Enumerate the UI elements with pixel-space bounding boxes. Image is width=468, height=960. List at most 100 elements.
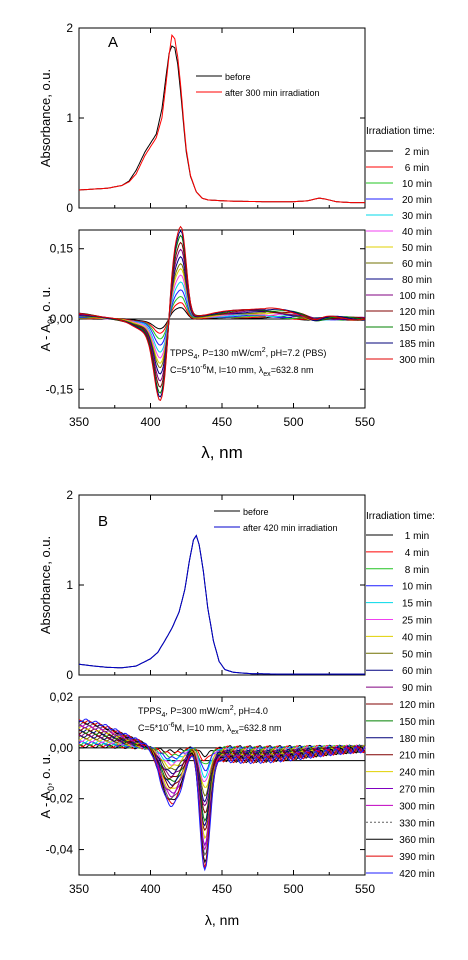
- series-line: [78, 534, 365, 675]
- panel-a-difference-y-ticks: -0,15 0,00 0,15: [46, 242, 365, 396]
- legend-entry: 120 min: [399, 307, 435, 318]
- series-line: [78, 45, 365, 204]
- panel-a-difference-series: [78, 225, 366, 401]
- legend-entry: 6 min: [405, 163, 429, 174]
- series-line: [78, 225, 366, 401]
- series-line: [78, 281, 366, 353]
- series-line: [78, 720, 366, 864]
- legend-entry: 390 min: [399, 852, 435, 863]
- legend-entry: 210 min: [399, 751, 435, 762]
- panel-a-difference-y-label: A - A0, o. u.: [38, 286, 56, 351]
- legend-entry: 10 min: [402, 179, 432, 190]
- x-tick-label: 450: [212, 415, 232, 429]
- panel-b-absorbance-series: [78, 534, 365, 675]
- legend-entry: 10 min: [402, 582, 432, 593]
- legend-entry: 150 min: [399, 717, 435, 728]
- panel-b-difference-x-ticks: 350 400 450 500 550: [69, 697, 375, 896]
- panel-b-difference-y-ticks: -0,04 -0,02 0,00 0,02: [46, 690, 365, 857]
- panel-a-absorbance-series: [78, 34, 365, 204]
- legend-entry: 60 min: [402, 666, 432, 677]
- x-tick-label: 500: [283, 882, 303, 896]
- panel-a-difference-legend: Irradiation time: 2 min 6 min 10 min 20 min 3…: [366, 126, 435, 366]
- legend-entry: 2 min: [405, 147, 429, 158]
- legend-entry: 1 min: [405, 531, 429, 542]
- panel-a-absorbance-legend: before after 300 min irradiation: [196, 72, 320, 98]
- legend-entry: 180 min: [399, 734, 435, 745]
- legend-entry: after 300 min irradiation: [225, 88, 320, 98]
- legend-entry: 50 min: [402, 243, 432, 254]
- y-tick-label: -0,02: [46, 792, 74, 806]
- y-tick-label: 0,15: [50, 242, 74, 256]
- panel-b-difference-y-label: A - A0, o. u.: [38, 753, 56, 818]
- legend-entry: 40 min: [402, 227, 432, 238]
- panel-b-absorbance-legend: before after 420 min irradiation: [214, 507, 338, 533]
- legend-entry: 270 min: [399, 785, 435, 796]
- legend-entry: 300 min: [399, 355, 435, 366]
- annotation-line-2: C=5*10-6M, l=10 mm, λex=632.8 nm: [170, 364, 313, 378]
- legend-entry: after 420 min irradiation: [243, 523, 338, 533]
- x-tick-label: 450: [212, 882, 232, 896]
- y-tick-label: 1: [66, 111, 73, 125]
- annotation-line-1: TPPS4, P=300 mW/cm2, pH=4.0: [138, 705, 268, 719]
- series-line: [78, 34, 365, 204]
- panel-label-b: B: [98, 513, 108, 530]
- y-tick-label: 1: [66, 578, 73, 592]
- legend-entry: 120 min: [399, 700, 435, 711]
- panel-a-difference-x-ticks: 350 400 450 500 550: [69, 230, 375, 429]
- legend-entry: 90 min: [402, 683, 432, 694]
- series-line: [78, 718, 366, 872]
- panel-a-absorbance-x-ticks: [78, 28, 366, 208]
- x-tick-label: 350: [69, 415, 89, 429]
- legend-entry: 185 min: [399, 339, 435, 350]
- legend-entry: 60 min: [402, 259, 432, 270]
- legend-entry: before: [243, 507, 269, 517]
- panel-a-x-label: λ, nm: [201, 443, 243, 462]
- legend-entry: 25 min: [402, 616, 432, 627]
- x-tick-label: 350: [69, 882, 89, 896]
- panel-b-absorbance-x-ticks: [78, 495, 366, 675]
- legend-entry: 15 min: [402, 599, 432, 610]
- y-tick-label: 2: [66, 21, 73, 35]
- x-tick-label: 550: [355, 415, 375, 429]
- panel-a-absorbance-y-label: Absorbance, o.u.: [38, 69, 53, 167]
- legend-entry: 240 min: [399, 768, 435, 779]
- series-line: [78, 534, 365, 675]
- x-tick-label: 400: [140, 415, 160, 429]
- legend-entry: 8 min: [405, 565, 429, 576]
- x-tick-label: 400: [140, 882, 160, 896]
- legend-entry: 20 min: [402, 195, 432, 206]
- panel-a-absorbance-frame: [78, 27, 366, 209]
- panel-b-absorbance-frame: [78, 494, 366, 676]
- y-tick-label: 0,00: [50, 312, 74, 326]
- panel-a-absorbance-y-ticks: 0 1 2: [66, 21, 365, 215]
- legend-title: Irradiation time:: [366, 511, 435, 522]
- panel-b-absorbance-y-label: Absorbance, o.u.: [38, 536, 53, 634]
- y-tick-label: -0,04: [46, 843, 74, 857]
- y-tick-label: 0,02: [50, 690, 74, 704]
- x-tick-label: 500: [283, 415, 303, 429]
- legend-entry: 80 min: [402, 275, 432, 286]
- panel-b-difference-legend: Irradiation time: 1 min 4 min 8 min 10 min 15…: [366, 511, 435, 880]
- legend-entry: 330 min: [399, 818, 435, 829]
- y-tick-label: 0,00: [50, 741, 74, 755]
- y-tick-label: -0,15: [46, 382, 74, 396]
- legend-entry: 420 min: [399, 869, 435, 880]
- legend-entry: 40 min: [402, 632, 432, 643]
- y-tick-label: 0: [66, 668, 73, 682]
- panel-b-absorbance-y-ticks: 0 1 2: [66, 488, 365, 682]
- panel-b-difference-series: [78, 718, 366, 872]
- legend-entry: before: [225, 72, 251, 82]
- legend-title: Irradiation time:: [366, 126, 435, 137]
- y-tick-label: 2: [66, 488, 73, 502]
- legend-entry: 4 min: [405, 548, 429, 559]
- y-tick-label: 0: [66, 201, 73, 215]
- legend-entry: 360 min: [399, 835, 435, 846]
- x-tick-label: 550: [355, 882, 375, 896]
- annotation-line-2: C=5*10-6M, l=10 mm, λex=632.8 nm: [138, 722, 281, 736]
- legend-entry: 300 min: [399, 801, 435, 812]
- panel-b-x-label: λ, nm: [205, 912, 239, 928]
- legend-entry: 30 min: [402, 211, 432, 222]
- legend-entry: 50 min: [402, 649, 432, 660]
- legend-entry: 100 min: [399, 291, 435, 302]
